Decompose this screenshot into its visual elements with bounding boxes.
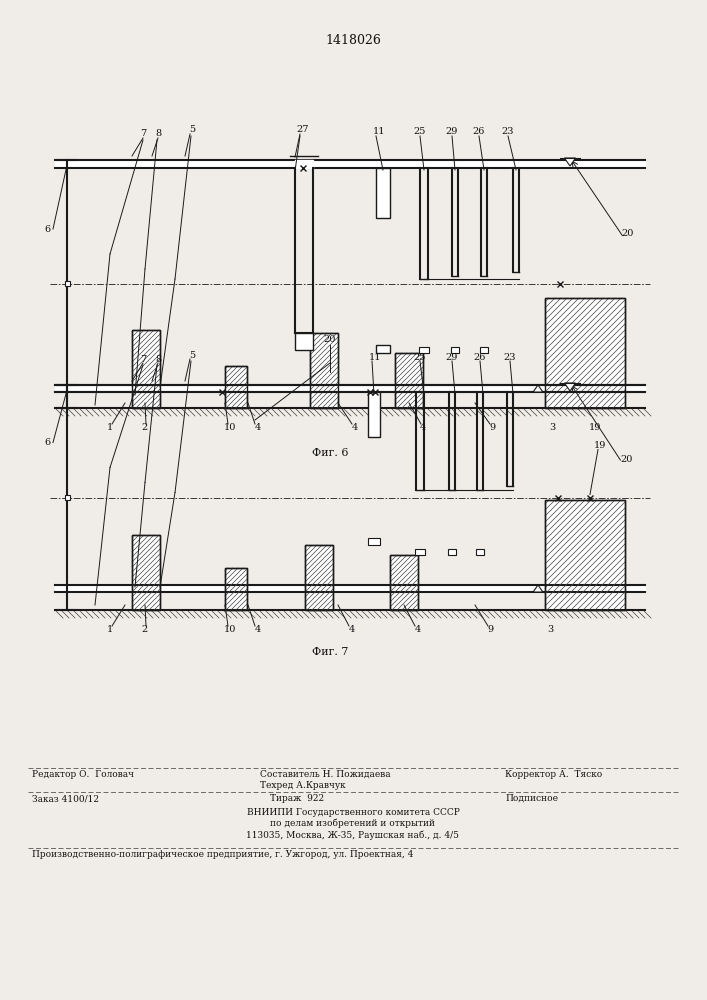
Bar xyxy=(368,392,380,437)
Text: 10: 10 xyxy=(224,424,236,432)
Bar xyxy=(545,500,625,610)
Text: 113035, Москва, Ж-35, Раушская наб., д. 4/5: 113035, Москва, Ж-35, Раушская наб., д. … xyxy=(247,830,460,840)
Bar xyxy=(451,347,459,353)
Text: 23: 23 xyxy=(504,353,516,361)
Text: 2: 2 xyxy=(142,626,148,635)
Text: 6: 6 xyxy=(44,438,50,447)
Bar xyxy=(480,347,488,353)
Text: 1: 1 xyxy=(107,424,113,432)
Polygon shape xyxy=(564,158,575,166)
Text: 26: 26 xyxy=(473,127,485,136)
Polygon shape xyxy=(533,585,543,592)
Bar xyxy=(376,345,390,353)
Bar xyxy=(476,549,484,555)
Text: 2: 2 xyxy=(142,424,148,432)
Text: 23: 23 xyxy=(502,127,514,136)
Text: Техред А.Кравчук: Техред А.Кравчук xyxy=(260,781,346,790)
Text: 11: 11 xyxy=(373,127,385,136)
Bar xyxy=(65,281,70,286)
Bar xyxy=(132,330,160,408)
Text: 9: 9 xyxy=(487,626,493,635)
Bar xyxy=(225,366,247,408)
Text: 5: 5 xyxy=(189,351,195,360)
Text: 8: 8 xyxy=(155,129,161,138)
Text: 6: 6 xyxy=(44,225,50,233)
Text: Заказ 4100/12: Заказ 4100/12 xyxy=(32,794,99,803)
Polygon shape xyxy=(533,385,543,392)
Bar xyxy=(305,545,333,610)
Text: 3: 3 xyxy=(547,626,553,635)
Bar xyxy=(545,298,625,408)
Bar xyxy=(419,347,429,353)
Text: 29: 29 xyxy=(446,127,458,136)
Text: Корректор А.  Тяско: Корректор А. Тяско xyxy=(505,770,602,779)
Text: 9: 9 xyxy=(489,424,495,432)
Text: 4: 4 xyxy=(255,424,261,432)
Bar xyxy=(132,330,160,408)
Text: 29: 29 xyxy=(446,353,458,361)
Bar xyxy=(395,353,423,408)
Text: 4: 4 xyxy=(352,424,358,432)
Bar xyxy=(132,535,160,610)
Bar xyxy=(390,555,418,610)
Text: 25: 25 xyxy=(414,127,426,136)
Text: 7: 7 xyxy=(140,129,146,138)
Bar xyxy=(225,568,247,610)
Bar xyxy=(310,333,338,408)
Text: 1418026: 1418026 xyxy=(325,33,381,46)
Text: Фиг. 7: Фиг. 7 xyxy=(312,647,348,657)
Text: 19: 19 xyxy=(594,441,606,450)
Text: Фиг. 6: Фиг. 6 xyxy=(312,448,349,458)
Bar xyxy=(448,549,456,555)
Bar xyxy=(225,366,247,408)
Text: 4: 4 xyxy=(420,424,426,432)
Text: 27: 27 xyxy=(297,125,309,134)
Text: 11: 11 xyxy=(369,353,381,361)
Text: 3: 3 xyxy=(549,424,555,432)
Text: Производственно-полиграфическое предприятие, г. Ужгород, ул. Проектная, 4: Производственно-полиграфическое предприя… xyxy=(32,850,414,859)
Text: 26: 26 xyxy=(474,353,486,361)
Text: 8: 8 xyxy=(155,355,161,363)
Text: 25: 25 xyxy=(414,353,426,361)
Bar xyxy=(225,568,247,610)
Text: 7: 7 xyxy=(140,355,146,363)
Text: 20: 20 xyxy=(324,336,337,344)
Bar xyxy=(65,494,70,499)
Text: Подписное: Подписное xyxy=(505,794,558,803)
Text: 20: 20 xyxy=(622,230,634,238)
Bar xyxy=(415,549,425,555)
Bar xyxy=(390,555,418,610)
Text: ВНИИПИ Государственного комитета СССР: ВНИИПИ Государственного комитета СССР xyxy=(247,808,460,817)
Text: Составитель Н. Пожидаева: Составитель Н. Пожидаева xyxy=(260,770,391,779)
Text: Редактор О.  Головач: Редактор О. Головач xyxy=(32,770,134,779)
Text: 4: 4 xyxy=(349,626,355,635)
Text: по делам изобретений и открытий: по делам изобретений и открытий xyxy=(271,819,436,828)
Bar xyxy=(310,333,338,408)
Bar xyxy=(376,168,390,218)
Text: 19: 19 xyxy=(589,424,601,432)
Bar xyxy=(545,298,625,408)
Text: 4: 4 xyxy=(415,626,421,635)
Bar xyxy=(295,333,313,350)
Bar xyxy=(368,538,380,545)
Text: 1: 1 xyxy=(107,626,113,635)
Bar xyxy=(132,535,160,610)
Bar xyxy=(305,545,333,610)
Polygon shape xyxy=(564,383,575,391)
Text: 5: 5 xyxy=(189,125,195,134)
Bar xyxy=(395,353,423,408)
Bar xyxy=(545,500,625,610)
Text: 10: 10 xyxy=(224,626,236,635)
Text: Тираж  922: Тираж 922 xyxy=(270,794,324,803)
Text: 4: 4 xyxy=(255,626,261,635)
Text: 20: 20 xyxy=(621,455,633,464)
